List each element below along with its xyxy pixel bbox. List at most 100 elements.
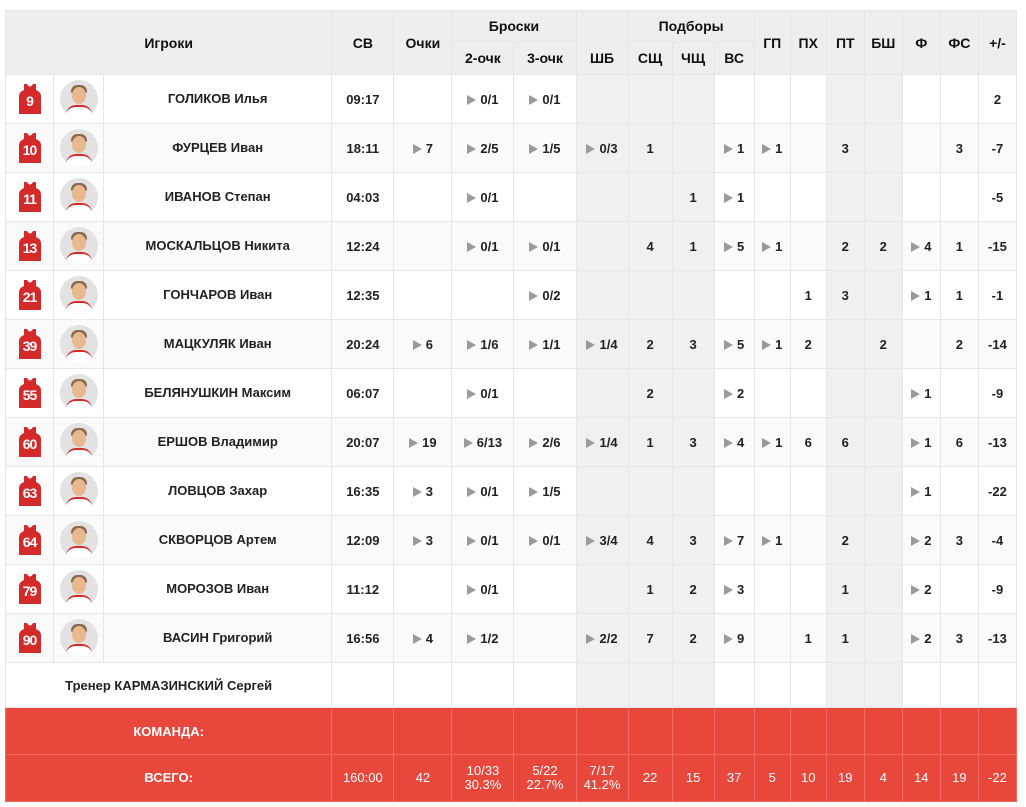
header-players[interactable]: Игроки [4, 10, 333, 75]
play-arrow-icon[interactable] [724, 584, 734, 595]
avatar[interactable] [59, 178, 98, 216]
header-free-throws[interactable]: ШБ [575, 10, 629, 75]
header-points[interactable]: Очки [393, 10, 453, 75]
player-name[interactable]: ГОНЧАРОВ Иван [103, 270, 333, 320]
play-arrow-icon[interactable] [911, 633, 921, 644]
player-name[interactable]: ЕРШОВ Владимир [103, 417, 333, 467]
header-time[interactable]: СВ [331, 10, 395, 75]
play-arrow-icon[interactable] [467, 486, 477, 497]
header-three-point[interactable]: 3-очк [513, 41, 577, 75]
header-reb-def[interactable]: ЧЩ [671, 41, 715, 75]
table-row[interactable]: 90 ВАСИН Григорий 16:56 4 1/2 2/2 7 2 9 1 1 2 3 -13 [4, 613, 1018, 663]
play-arrow-icon[interactable] [762, 339, 772, 350]
play-arrow-icon[interactable] [529, 339, 539, 350]
table-row[interactable]: 60 ЕРШОВ Владимир 20:07 19 6/13 2/6 1/4 1 3 4 1 6 6 1… [4, 417, 1018, 467]
table-row[interactable]: 11 ИВАНОВ Степан 04:03 0/1 1 1 -5 [4, 172, 1018, 222]
table-row[interactable]: 55 БЕЛЯНУШКИН Максим 06:07 0/1 2 2 1 -9 [4, 368, 1018, 418]
play-arrow-icon[interactable] [463, 437, 473, 448]
play-arrow-icon[interactable] [467, 535, 477, 546]
play-arrow-icon[interactable] [467, 633, 477, 644]
play-arrow-icon[interactable] [529, 290, 539, 301]
header-blocks[interactable]: БШ [863, 10, 903, 75]
play-arrow-icon[interactable] [724, 388, 734, 399]
header-steals[interactable]: ПХ [789, 10, 827, 75]
player-name[interactable]: ВАСИН Григорий [103, 613, 333, 663]
play-arrow-icon[interactable] [724, 339, 734, 350]
play-arrow-icon[interactable] [911, 486, 921, 497]
player-name[interactable]: МОРОЗОВ Иван [103, 564, 333, 614]
avatar[interactable] [59, 276, 98, 314]
play-arrow-icon[interactable] [762, 143, 772, 154]
play-arrow-icon[interactable] [586, 339, 596, 350]
player-name[interactable]: ФУРЦЕВ Иван [103, 123, 333, 173]
play-arrow-icon[interactable] [529, 486, 539, 497]
play-arrow-icon[interactable] [724, 535, 734, 546]
play-arrow-icon[interactable] [724, 143, 734, 154]
play-arrow-icon[interactable] [529, 94, 539, 105]
avatar[interactable] [59, 374, 98, 412]
play-arrow-icon[interactable] [911, 437, 921, 448]
play-arrow-icon[interactable] [409, 437, 419, 448]
avatar[interactable] [59, 472, 98, 510]
play-arrow-icon[interactable] [762, 241, 772, 252]
play-arrow-icon[interactable] [412, 143, 422, 154]
play-arrow-icon[interactable] [762, 437, 772, 448]
play-arrow-icon[interactable] [529, 437, 539, 448]
header-plus-minus[interactable]: +/- [977, 10, 1018, 75]
header-assists[interactable]: ГП [753, 10, 791, 75]
player-name[interactable]: ГОЛИКОВ Илья [103, 74, 333, 124]
avatar[interactable] [59, 423, 98, 461]
player-name[interactable]: ИВАНОВ Степан [103, 172, 333, 222]
play-arrow-icon[interactable] [467, 339, 477, 350]
play-arrow-icon[interactable] [762, 535, 772, 546]
header-reb-off[interactable]: СЩ [627, 41, 673, 75]
avatar[interactable] [59, 227, 98, 265]
table-row[interactable]: 21 ГОНЧАРОВ Иван 12:35 0/2 1 3 1 1 -1 [4, 270, 1018, 320]
play-arrow-icon[interactable] [911, 584, 921, 595]
play-arrow-icon[interactable] [911, 388, 921, 399]
header-reb-total[interactable]: ВС [713, 41, 755, 75]
play-arrow-icon[interactable] [586, 535, 596, 546]
play-arrow-icon[interactable] [724, 241, 734, 252]
play-arrow-icon[interactable] [412, 486, 422, 497]
header-two-point[interactable]: 2-очк [451, 41, 515, 75]
play-arrow-icon[interactable] [412, 633, 422, 644]
play-arrow-icon[interactable] [529, 241, 539, 252]
avatar[interactable] [59, 570, 98, 608]
play-arrow-icon[interactable] [911, 535, 921, 546]
player-name[interactable]: МАЦКУЛЯК Иван [103, 319, 333, 369]
table-row[interactable]: 9 ГОЛИКОВ Илья 09:17 0/1 0/1 2 [4, 74, 1018, 124]
avatar[interactable] [59, 325, 98, 363]
play-arrow-icon[interactable] [529, 535, 539, 546]
table-row[interactable]: 64 СКВОРЦОВ Артем 12:09 3 0/1 0/1 3/4 4 3 7 1 2 2 3 -4 [4, 515, 1018, 565]
play-arrow-icon[interactable] [724, 437, 734, 448]
play-arrow-icon[interactable] [467, 143, 477, 154]
player-name[interactable]: ЛОВЦОВ Захар [103, 466, 333, 516]
player-name[interactable]: БЕЛЯНУШКИН Максим [103, 368, 333, 418]
table-row[interactable]: 13 МОСКАЛЬЦОВ Никита 12:24 0/1 0/1 4 1 5 1 2 2 4 1 -1… [4, 221, 1018, 271]
player-name[interactable]: СКВОРЦОВ Артем [103, 515, 333, 565]
avatar[interactable] [59, 619, 98, 657]
play-arrow-icon[interactable] [911, 241, 921, 252]
play-arrow-icon[interactable] [586, 633, 596, 644]
table-row[interactable]: 79 МОРОЗОВ Иван 11:12 0/1 1 2 3 1 2 -9 [4, 564, 1018, 614]
avatar[interactable] [59, 80, 98, 118]
table-row[interactable]: 10 ФУРЦЕВ Иван 18:11 7 2/5 1/5 0/3 1 1 1 3 3 -7 [4, 123, 1018, 173]
header-turnovers[interactable]: ПТ [825, 10, 865, 75]
play-arrow-icon[interactable] [467, 192, 477, 203]
play-arrow-icon[interactable] [412, 535, 422, 546]
play-arrow-icon[interactable] [724, 192, 734, 203]
play-arrow-icon[interactable] [586, 143, 596, 154]
header-fouls-drawn[interactable]: ФС [939, 10, 979, 75]
play-arrow-icon[interactable] [529, 143, 539, 154]
player-name[interactable]: МОСКАЛЬЦОВ Никита [103, 221, 333, 271]
table-row[interactable]: 39 МАЦКУЛЯК Иван 20:24 6 1/6 1/1 1/4 2 3 5 1 2 2 2 -14 [4, 319, 1018, 369]
header-fouls[interactable]: Ф [901, 10, 941, 75]
play-arrow-icon[interactable] [586, 437, 596, 448]
avatar[interactable] [59, 521, 98, 559]
play-arrow-icon[interactable] [467, 388, 477, 399]
play-arrow-icon[interactable] [467, 241, 477, 252]
avatar[interactable] [59, 129, 98, 167]
play-arrow-icon[interactable] [724, 633, 734, 644]
table-row[interactable]: 63 ЛОВЦОВ Захар 16:35 3 0/1 1/5 1 -22 [4, 466, 1018, 516]
